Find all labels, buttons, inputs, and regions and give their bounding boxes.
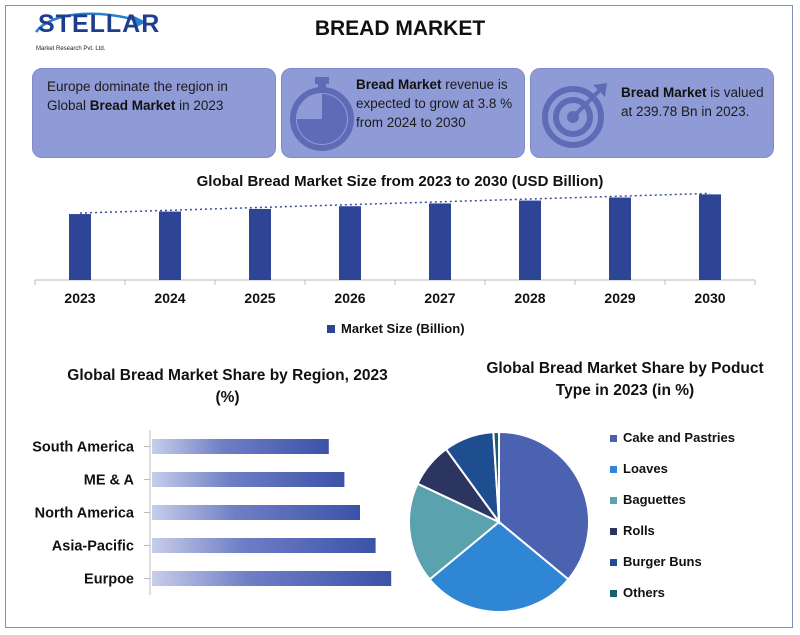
page-title: BREAD MARKET [314, 17, 486, 40]
pie-legend-item: Others [610, 585, 735, 616]
product-chart-title: Global Bread Market Share by Poduct Type… [486, 360, 764, 399]
legend-label: Market Size (Billion) [341, 321, 465, 336]
region-label: Eurpoe [84, 572, 134, 588]
pie-slice-0 [498, 430, 590, 581]
legend-swatch [610, 528, 617, 535]
outer-frame [5, 5, 793, 628]
x-tick-label: 2029 [604, 290, 635, 306]
region-label: South America [32, 440, 135, 456]
legend-label: Baguettes [623, 492, 686, 507]
product-pie-legend: Cake and Pastries Loaves Baguettes Rolls Bur… [610, 430, 735, 616]
x-tick-label: 2028 [514, 290, 545, 306]
x-tick-label: 2023 [64, 290, 95, 306]
pie-legend-item: Loaves [610, 461, 735, 492]
legend-label: Rolls [623, 523, 655, 538]
pie-legend-item: Rolls [610, 523, 735, 554]
info-card-region: Europe dominate the region in Global Bre… [32, 68, 276, 158]
logo-subtitle: Market Research Pvt. Ltd. [36, 46, 106, 52]
logo-swoosh-icon [34, 12, 146, 33]
market-size-legend: Market Size (Billion) [327, 321, 465, 336]
x-tick-label: 2030 [694, 290, 725, 306]
info-card-growth-text: Bread Market revenue is expected to grow… [356, 77, 513, 130]
x-tick-label: 2027 [424, 290, 455, 306]
bar-2029 [609, 197, 631, 280]
legend-swatch [610, 590, 617, 597]
product-pie-chart [408, 430, 590, 613]
target-icon [542, 83, 607, 148]
info-card-region-text: Europe dominate the region in Global Bre… [47, 79, 228, 113]
bar-2024 [159, 211, 181, 280]
logo-word: STELLAR [38, 10, 161, 38]
pie-legend-item: Baguettes [610, 492, 735, 523]
x-tick-label: 2025 [244, 290, 275, 306]
legend-swatch [610, 466, 617, 473]
region-bar-1 [152, 472, 345, 487]
region-bar-chart: South America ME & A North America Asia-Pac… [32, 430, 392, 595]
trend-line [79, 192, 711, 214]
legend-swatch [610, 559, 617, 566]
pie-legend-item: Cake and Pastries [610, 430, 735, 461]
x-tick-label: 2026 [334, 290, 365, 306]
legend-swatch [610, 497, 617, 504]
region-label: ME & A [84, 473, 135, 489]
market-size-chart-title: Global Bread Market Size from 2023 to 20… [196, 173, 604, 190]
pie-slice-5 [492, 430, 500, 523]
legend-swatch [610, 435, 617, 442]
legend-swatch [327, 325, 335, 333]
info-card-value: Bread Market is valued at 239.78 Bn in 2… [530, 68, 774, 158]
stopwatch-icon [290, 77, 354, 151]
pie-slice-1 [428, 520, 570, 613]
x-tick-label: 2024 [154, 290, 185, 306]
pie-slice-2 [408, 482, 501, 581]
region-chart-title: Global Bread Market Share by Region, 202… [67, 367, 388, 406]
legend-label: Cake and Pastries [623, 430, 736, 445]
region-bar-3 [152, 538, 376, 553]
region-label: North America [35, 506, 135, 522]
bar-2030 [699, 194, 721, 280]
bar-2023 [69, 214, 91, 280]
legend-label: Loaves [623, 461, 668, 476]
region-bar-2 [152, 505, 360, 520]
market-size-bar-chart: 2023 2024 2025 2026 2027 2028 2029 2030 [34, 192, 756, 306]
bar-2028 [519, 200, 541, 280]
region-label: Asia-Pacific [52, 539, 134, 555]
info-card-value-text: Bread Market is valued at 239.78 Bn in 2… [621, 85, 764, 119]
legend-label: Others [623, 585, 665, 600]
bar-2025 [249, 208, 271, 280]
bar-2026 [339, 206, 361, 280]
stellar-logo: STELLAR Market Research Pvt. Ltd. [30, 8, 159, 60]
pie-legend-item: Burger Buns [610, 554, 735, 585]
region-bar-4 [152, 571, 392, 586]
region-bar-0 [152, 439, 329, 454]
info-card-growth: Bread Market revenue is expected to grow… [281, 68, 525, 158]
bar-2027 [429, 203, 451, 280]
legend-label: Burger Buns [623, 554, 702, 569]
